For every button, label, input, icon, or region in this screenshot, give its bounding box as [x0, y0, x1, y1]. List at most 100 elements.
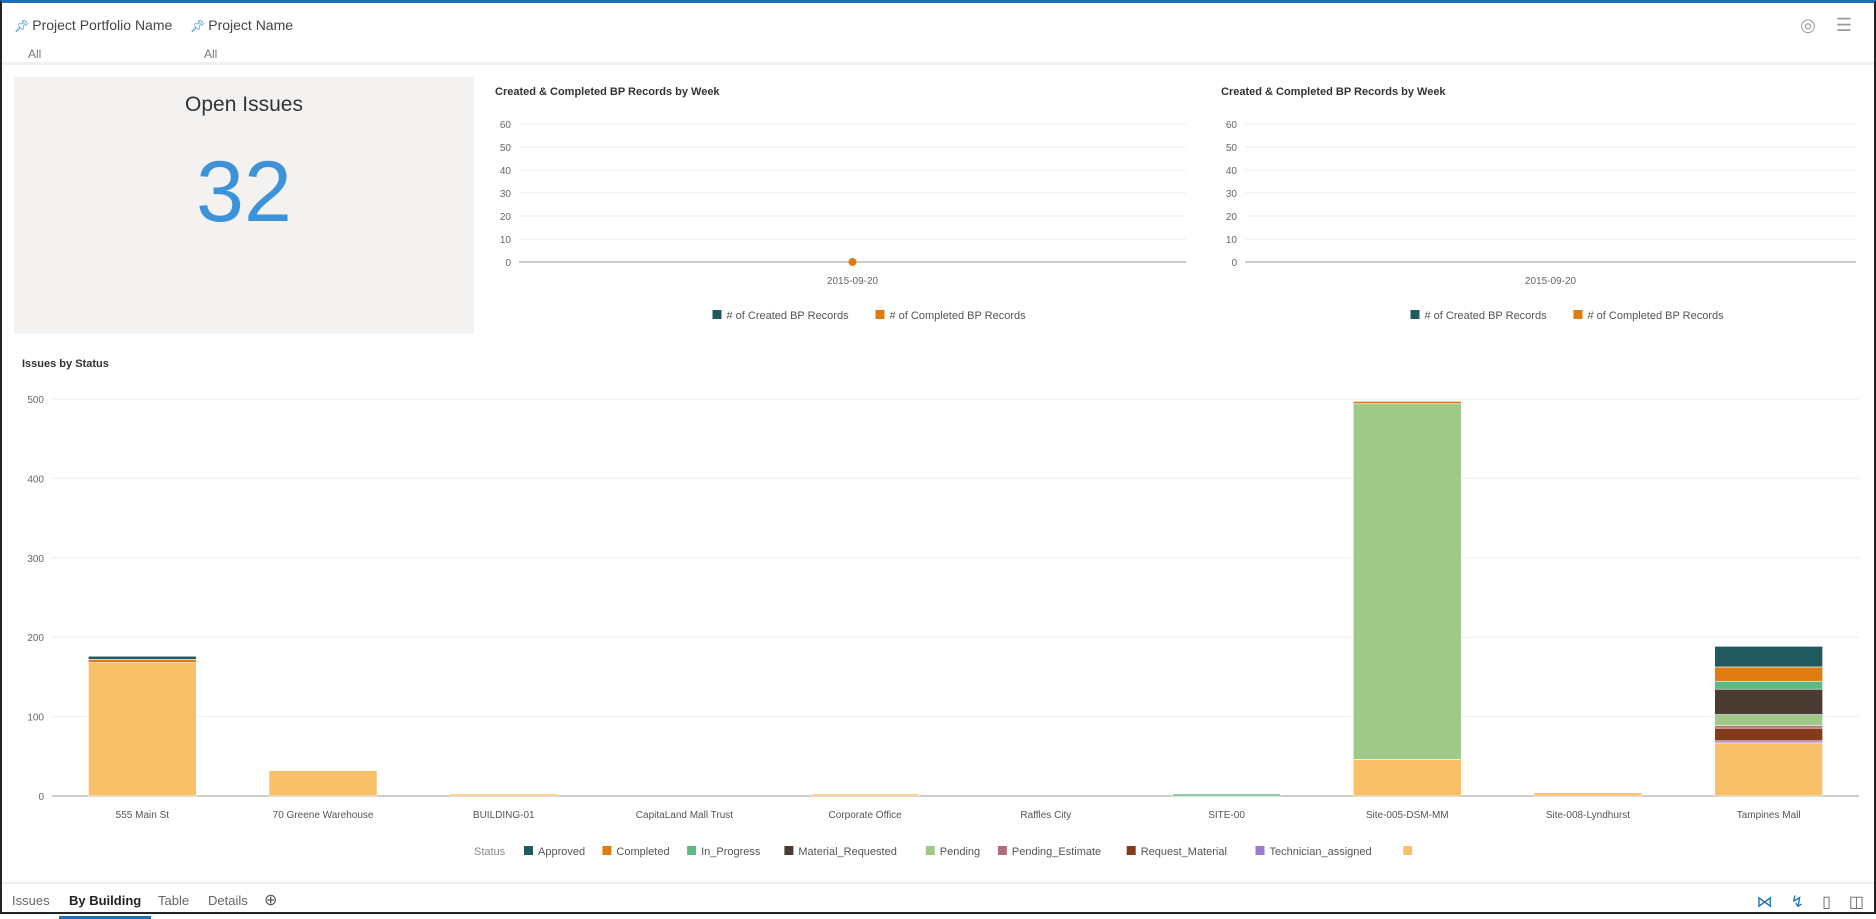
x-tick-label: Site-005-DSM-MM — [1366, 810, 1449, 821]
add-tab-icon[interactable]: ⊕ — [264, 892, 278, 909]
filter-value[interactable]: All — [204, 47, 218, 61]
refresh-icon[interactable]: ↯ — [1790, 894, 1805, 911]
x-tick-label: Tampines Mall — [1737, 810, 1801, 821]
sheet-tabs: Issues By Building Table Details ⊕ ⋈ ↯ ▯… — [2, 882, 1874, 919]
y-tick-label: 20 — [1226, 212, 1238, 223]
y-tick-label: 30 — [500, 189, 512, 200]
chart-title: Created & Completed BP Records by Week — [1221, 86, 1446, 98]
legend-swatch — [875, 310, 885, 319]
y-tick-label: 50 — [500, 143, 512, 154]
y-tick-label: 40 — [1226, 166, 1238, 177]
x-tick-label: Corporate Office — [829, 810, 903, 821]
y-tick-label: 0 — [38, 792, 44, 803]
filter-bar: 📌︎ Project Portfolio Name All 📌︎ Project N… — [2, 3, 1874, 65]
legend-label: # of Completed BP Records — [1588, 310, 1725, 322]
y-tick-label: 300 — [27, 554, 44, 565]
bar-segment — [449, 793, 559, 797]
legend-label: Material_Requested — [798, 846, 896, 858]
x-tick-label: CapitaLand Mall Trust — [636, 810, 733, 821]
filter-label: Project Name — [208, 17, 294, 33]
bar-segment — [1714, 714, 1823, 727]
legend-swatch — [1126, 846, 1136, 855]
x-tick-label: 2015-09-20 — [827, 276, 879, 287]
bar-segment — [1714, 646, 1823, 668]
filter-project-name[interactable]: 📌︎ Project Name All — [190, 17, 293, 61]
bar-segment — [1172, 793, 1281, 797]
legend-swatch — [1255, 846, 1265, 855]
tab-table[interactable]: Table — [158, 893, 190, 908]
tab-issues[interactable]: Issues — [12, 893, 50, 908]
bar-segment — [88, 655, 197, 660]
panel-left-icon[interactable]: ▯ — [1822, 894, 1831, 911]
legend-swatch — [687, 846, 697, 855]
y-tick-label: 100 — [27, 713, 44, 724]
y-tick-label: 20 — [500, 212, 512, 223]
bar-segment — [810, 793, 920, 797]
legend-label: Request_Material — [1141, 846, 1227, 858]
legend-label: # of Completed BP Records — [890, 310, 1027, 322]
y-tick-label: 50 — [1226, 143, 1238, 154]
legend-label: # of Created BP Records — [727, 310, 850, 322]
bar-segment — [1714, 680, 1823, 690]
bar-segment — [88, 662, 197, 797]
y-tick-label: 60 — [1226, 120, 1238, 131]
legend-label: Approved — [538, 846, 585, 858]
bar-segment — [1714, 727, 1823, 742]
filter-label: Project Portfolio Name — [32, 17, 173, 33]
y-tick-label: 10 — [500, 235, 512, 246]
y-tick-label: 60 — [500, 120, 512, 131]
y-tick-label: 10 — [1226, 235, 1238, 246]
legend-label: Completed — [616, 846, 669, 858]
y-tick-label: 30 — [1226, 189, 1238, 200]
filter-value[interactable]: All — [28, 47, 42, 61]
bar-segment — [1533, 792, 1643, 797]
y-tick-label: 400 — [27, 474, 44, 485]
legend-title: Status — [474, 846, 506, 858]
bar-segment — [1714, 742, 1823, 797]
filter-project-portfolio[interactable]: 📌︎ Project Portfolio Name All — [14, 17, 172, 61]
x-tick-label: 2015-09-20 — [1525, 276, 1577, 287]
data-point — [848, 258, 857, 266]
chart-title: Issues by Status — [22, 358, 109, 370]
menu-icon[interactable]: ☰ — [1835, 15, 1852, 35]
pin-icon: 📌︎ — [190, 19, 206, 33]
legend-swatch — [784, 846, 794, 855]
y-tick-label: 40 — [500, 166, 512, 177]
legend-label: Pending — [940, 846, 980, 858]
tab-by-building[interactable]: By Building — [59, 893, 152, 919]
legend-swatch — [1573, 310, 1583, 319]
legend-swatch — [712, 310, 722, 319]
legend-swatch — [524, 846, 533, 855]
bar-segment — [1714, 688, 1823, 715]
charts-layer: Created & Completed BP Records by Week 0 1… — [22, 86, 1859, 858]
legend-label: Pending_Estimate — [1012, 846, 1101, 858]
panel-split-icon[interactable]: ◫ — [1848, 894, 1864, 911]
insights-icon[interactable]: ◎ — [1800, 15, 1816, 35]
y-tick-label: 200 — [27, 633, 44, 644]
open-issues-card: Open Issues 32 — [14, 77, 474, 334]
pin-icon: 📌︎ — [14, 19, 30, 33]
x-tick-label: 555 Main St — [116, 810, 170, 821]
grammar-icon[interactable]: ⋈ — [1756, 894, 1773, 911]
bar-segment — [268, 770, 378, 797]
kpi-title: Open Issues — [185, 93, 303, 116]
y-tick-label: 0 — [505, 258, 511, 269]
legend-label: Technician_assigned — [1270, 846, 1372, 858]
kpi-value: 32 — [196, 144, 292, 240]
x-tick-label: 70 Greene Warehouse — [273, 810, 374, 821]
bar-segment — [1352, 759, 1462, 797]
y-tick-label: 500 — [27, 395, 44, 406]
bar-segment — [1714, 725, 1823, 729]
legend-swatch — [1403, 846, 1413, 855]
legend-swatch — [997, 846, 1007, 855]
legend-swatch — [1410, 310, 1420, 319]
chart-title: Created & Completed BP Records by Week — [495, 86, 720, 98]
bar-segment — [1352, 403, 1462, 760]
bar-segment — [88, 659, 197, 663]
y-tick-label: 0 — [1231, 258, 1237, 269]
x-tick-label: Raffles City — [1020, 810, 1071, 821]
tab-details[interactable]: Details — [208, 893, 248, 908]
bar-segment — [1714, 666, 1823, 682]
x-tick-label: BUILDING-01 — [473, 810, 535, 821]
x-tick-label: SITE-00 — [1208, 810, 1245, 821]
